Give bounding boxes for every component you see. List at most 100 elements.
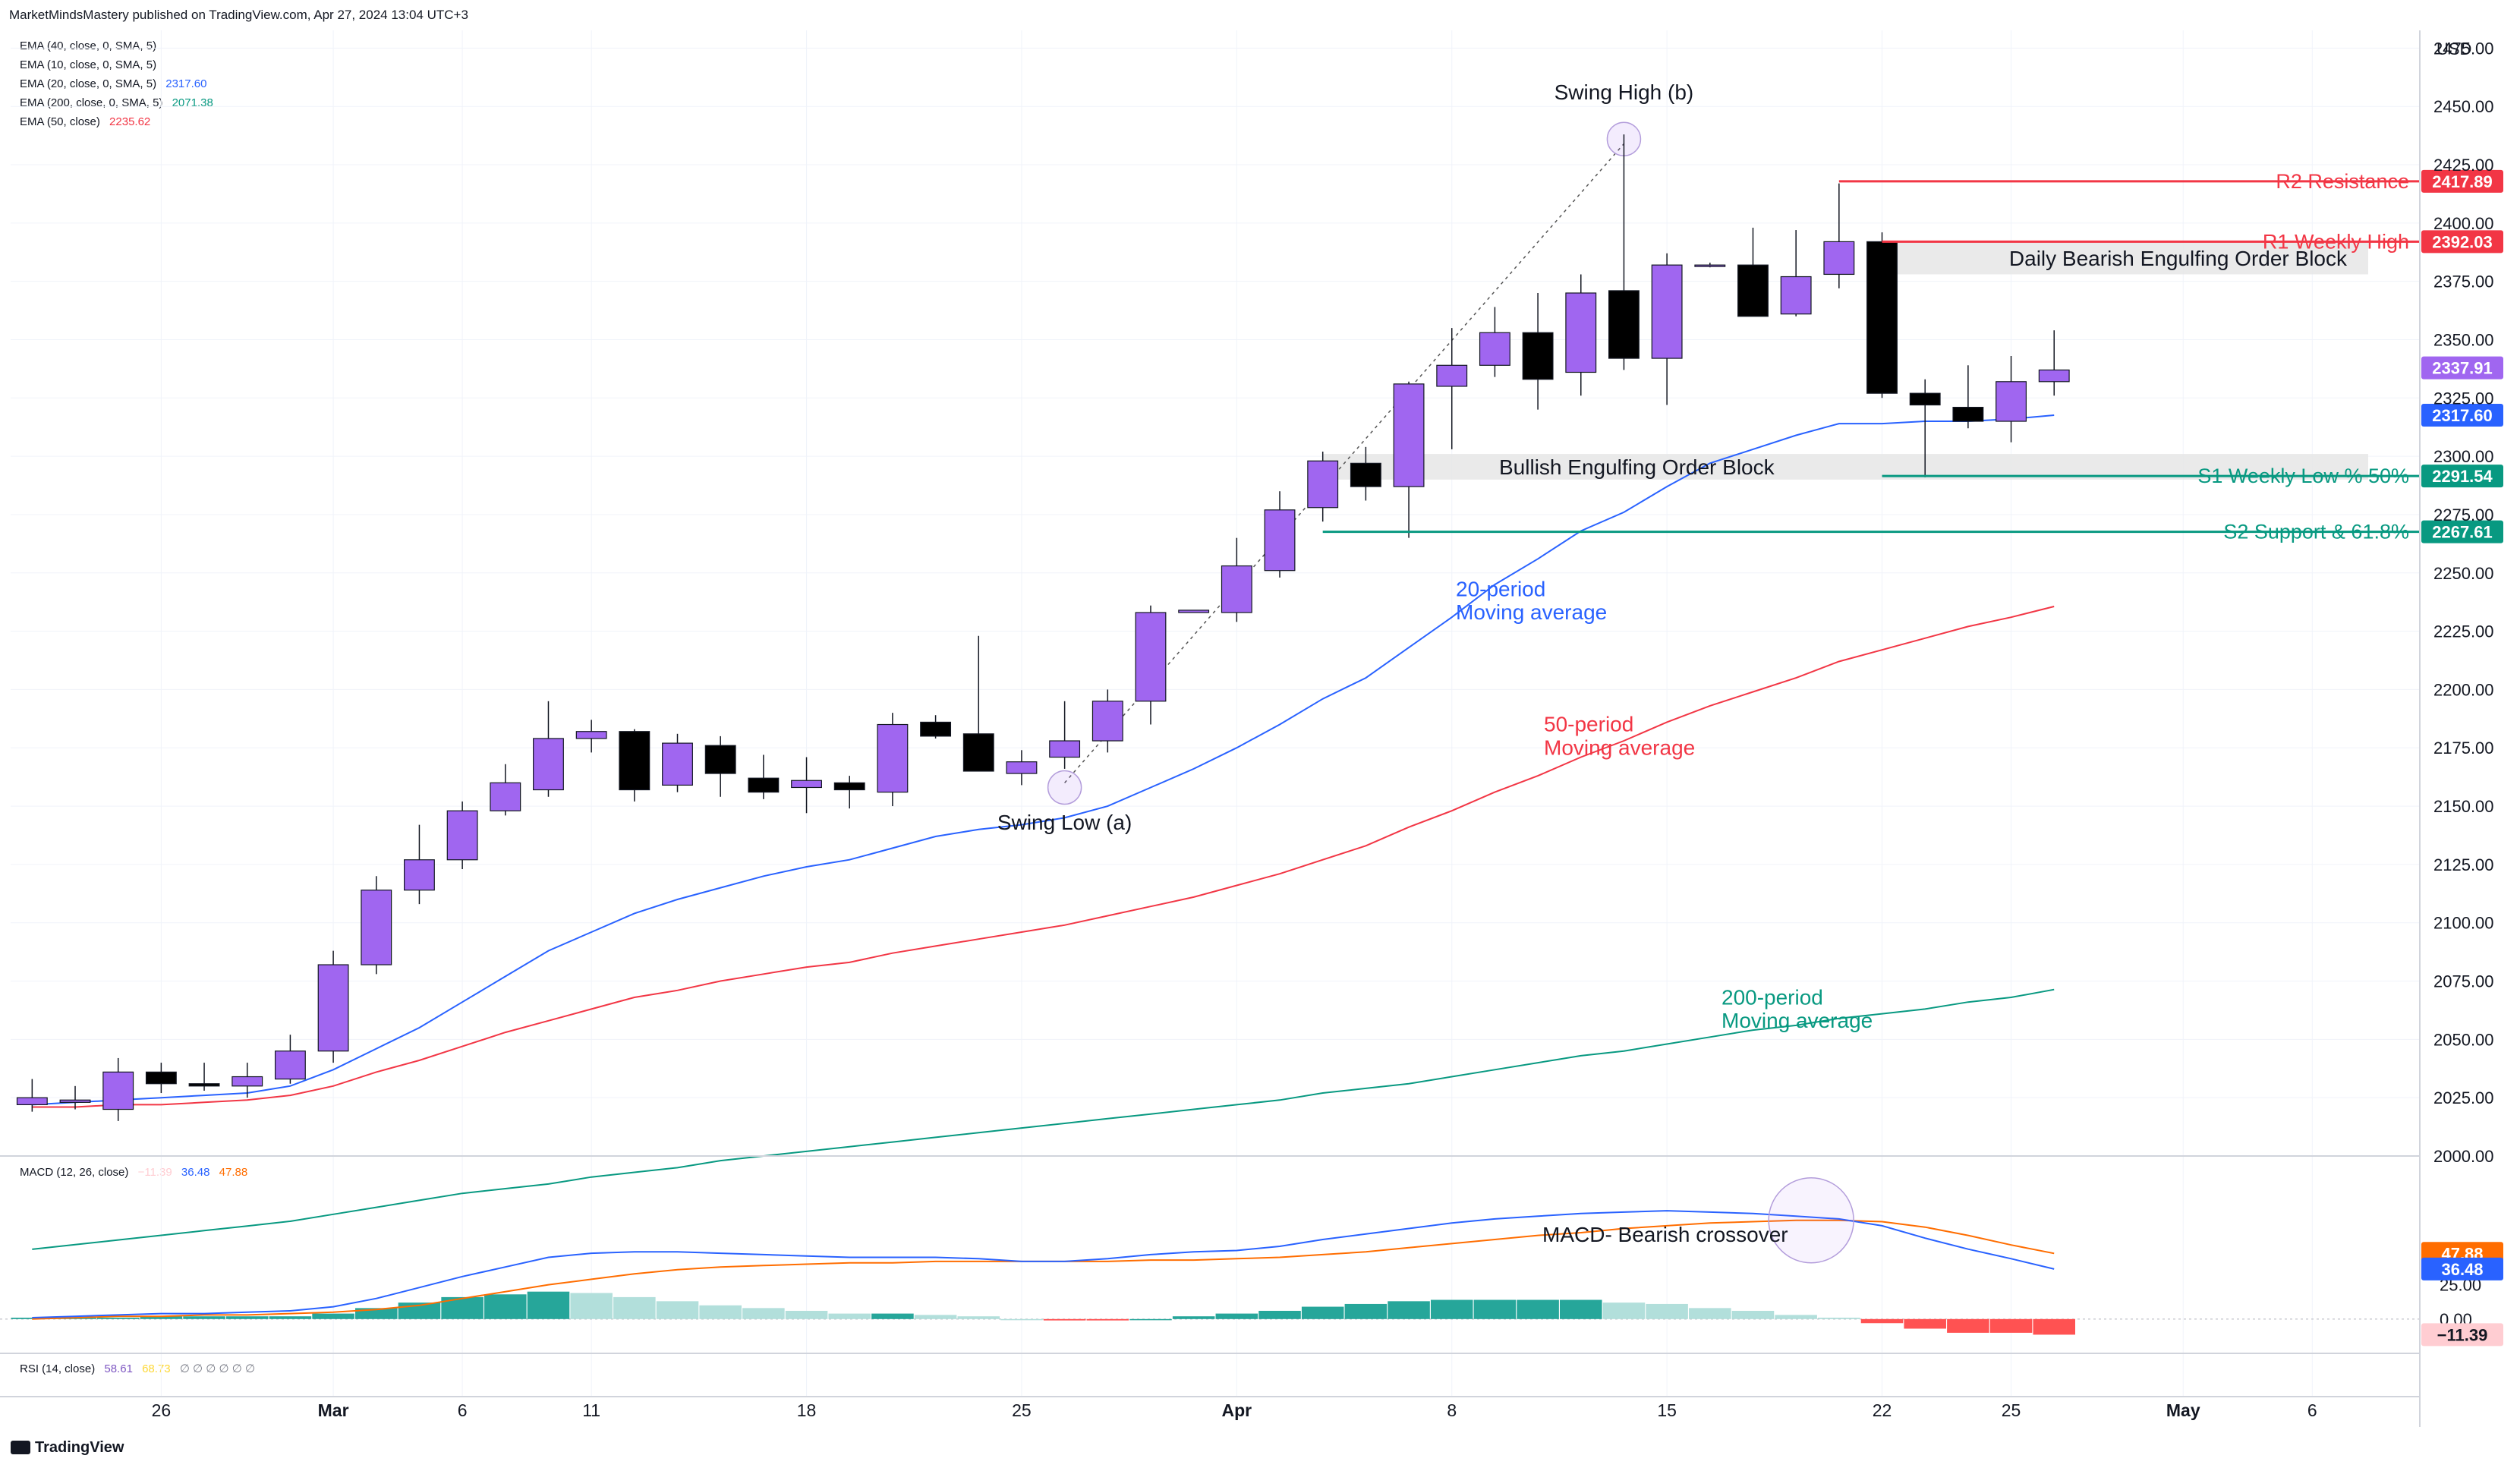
levels: 2417.89 2392.03 2291.54 2267.61 2337.91 2317.… xyxy=(1322,169,2503,543)
candle-body xyxy=(1909,392,1941,406)
level-label: S1 Weekly Low % 50% xyxy=(2197,465,2409,487)
macd-hist-bar xyxy=(1904,1318,1946,1329)
chart-annotation: Swing Low (a) xyxy=(997,811,1132,834)
x-tick-label: 15 xyxy=(1657,1400,1677,1420)
ema200-line xyxy=(32,988,2055,1250)
candle-body xyxy=(1651,264,1683,359)
candle-body xyxy=(188,1083,220,1087)
legend-ema50[interactable]: EMA (50, close) 2235.62 xyxy=(20,115,150,128)
legend-value: 2317.60 xyxy=(165,77,207,90)
y-tick-label: 2050.00 xyxy=(2433,1030,2494,1049)
tradingview-icon xyxy=(11,1441,30,1454)
crossover-marker xyxy=(1768,1176,1854,1264)
level-price-tag: 2267.61 xyxy=(2432,523,2493,542)
macd-hist-bar xyxy=(1344,1303,1388,1319)
macd-hist-bar xyxy=(1775,1315,1817,1319)
ema50-line xyxy=(32,606,2055,1108)
macd-hist-bar xyxy=(957,1316,1000,1319)
legend-label: EMA (50, close) xyxy=(20,115,100,128)
legend-label: EMA (10, close, 0, SMA, 5) xyxy=(20,58,157,71)
x-tick-label: 8 xyxy=(1447,1400,1457,1420)
candle-body xyxy=(1221,565,1252,613)
candle-body xyxy=(446,810,478,861)
legend-label: EMA (20, close, 0, SMA, 5) xyxy=(20,77,157,90)
zone-label: Bullish Engulfing Order Block xyxy=(1499,455,1775,479)
y-tick-label: 2100.00 xyxy=(2433,914,2494,933)
y-tick-label: 2300.00 xyxy=(2433,447,2494,466)
tradingview-logo[interactable]: TradingView xyxy=(11,1439,124,1457)
macd-hist-bar xyxy=(1086,1318,1129,1321)
level-price-tag: 2392.03 xyxy=(2432,232,2493,251)
macd-hist-bar xyxy=(1559,1299,1602,1319)
macd-hist-bar xyxy=(140,1316,183,1319)
macd-annotation: MACD- Bearish crossover xyxy=(1542,1223,1788,1246)
legend-value: ∅ ∅ ∅ ∅ ∅ ∅ xyxy=(179,1362,256,1375)
candle-body xyxy=(1608,290,1640,359)
macd-hist-bar xyxy=(225,1316,269,1319)
y-tick-label: 2425.00 xyxy=(2433,156,2494,175)
legend-ema20[interactable]: EMA (20, close, 0, SMA, 5) 2317.60 xyxy=(20,77,206,90)
candle-body xyxy=(1479,332,1510,366)
candle-body xyxy=(317,964,349,1052)
y-tick-label: 2125.00 xyxy=(2433,855,2494,874)
level-label: S2 Support & 61.8% xyxy=(2223,521,2409,543)
candle-body xyxy=(1006,761,1038,774)
candle-body xyxy=(361,890,392,965)
candle-body xyxy=(1135,612,1167,702)
y-tick-label: 2025.00 xyxy=(2433,1088,2494,1107)
x-tick-label: Apr xyxy=(1222,1400,1252,1420)
legend-ema40[interactable]: EMA (40, close, 0, SMA, 5) xyxy=(20,39,156,52)
candle-body xyxy=(833,782,865,791)
price-tag: 2317.60 xyxy=(2432,406,2493,425)
y-tick-label: 2275.00 xyxy=(2433,506,2494,524)
y-tick-label: 2175.00 xyxy=(2433,739,2494,758)
x-tick-label: Mar xyxy=(318,1400,349,1420)
y-tick-label: 2075.00 xyxy=(2433,972,2494,991)
macd-hist-bar xyxy=(312,1313,354,1319)
macd-value-tag: 36.48 xyxy=(2441,1260,2483,1279)
macd-pane xyxy=(0,1176,2420,1335)
candle-body xyxy=(877,723,909,793)
legend-value: 36.48 xyxy=(181,1166,210,1179)
legend-macd[interactable]: MACD (12, 26, close) −11.39 36.48 47.88 xyxy=(20,1166,247,1179)
x-tick-label: 11 xyxy=(582,1400,600,1420)
macd-value-tag-bg xyxy=(2421,1323,2503,1347)
macd-hist-bar xyxy=(1602,1302,1646,1319)
level-price-tag: 2291.54 xyxy=(2432,467,2493,486)
publisher-line: MarketMindsMastery published on TradingV… xyxy=(9,8,468,22)
macd-hist-bar xyxy=(871,1313,914,1319)
legend-rsi[interactable]: RSI (14, close) 58.61 68.73 ∅ ∅ ∅ ∅ ∅ ∅ xyxy=(20,1362,255,1375)
candle-body xyxy=(791,780,822,789)
x-tick-label: 22 xyxy=(1873,1400,1892,1420)
candle-body xyxy=(1393,383,1425,487)
candle-body xyxy=(962,733,994,772)
x-tick-label: 25 xyxy=(1012,1400,1032,1420)
macd-hist-bar xyxy=(1430,1299,1473,1319)
candle-body xyxy=(1737,264,1769,317)
ema20-line xyxy=(32,414,2055,1106)
candle-body xyxy=(404,859,435,891)
chart-annotation: Moving average xyxy=(1544,736,1695,759)
macd-hist-bar xyxy=(914,1315,957,1319)
currency-label: USD xyxy=(2437,39,2471,58)
chart-annotation: Moving average xyxy=(1721,1009,1873,1032)
y-tick-label: 2250.00 xyxy=(2433,564,2494,583)
macd-hist-bar xyxy=(1215,1313,1258,1319)
chart-annotation: 50-period xyxy=(1544,713,1633,736)
candle-body xyxy=(145,1071,177,1085)
macd-hist-bar xyxy=(1301,1306,1344,1319)
legend-ema10[interactable]: EMA (10, close, 0, SMA, 5) xyxy=(20,58,156,71)
candle-body xyxy=(575,731,607,739)
chart-annotation: 200-period xyxy=(1721,985,1823,1009)
candle-body xyxy=(2038,369,2070,383)
y-tick-label: 2325.00 xyxy=(2433,389,2494,408)
annotations: R2 Resistance R1 Weekly High S1 Weekly Low… xyxy=(997,80,2409,1246)
y-tick-label: 2225.00 xyxy=(2433,622,2494,641)
macd-hist-bar xyxy=(656,1301,699,1319)
macd-hist-bar xyxy=(1388,1301,1430,1319)
grid xyxy=(11,30,2420,1397)
macd-hist-bar xyxy=(1000,1318,1043,1321)
x-tick-label: 6 xyxy=(458,1400,468,1420)
macd-value-tag: −11.39 xyxy=(2437,1325,2488,1344)
